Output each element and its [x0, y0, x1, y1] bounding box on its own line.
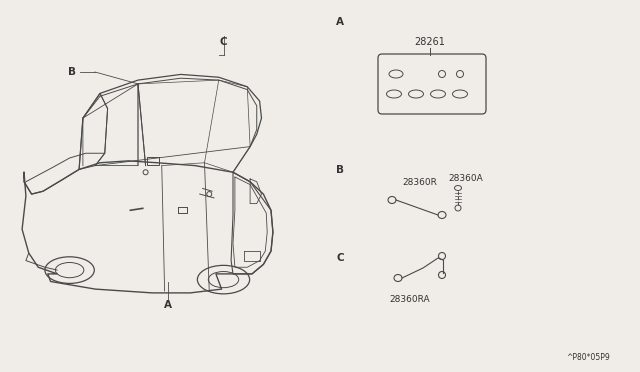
Text: 28360A: 28360A [448, 173, 483, 183]
Text: ^P80*05P9: ^P80*05P9 [566, 353, 610, 362]
Text: 28261: 28261 [415, 37, 445, 47]
Text: 28360RA: 28360RA [390, 295, 430, 305]
Text: B: B [68, 67, 76, 77]
Text: C: C [220, 37, 228, 47]
Text: C: C [336, 253, 344, 263]
Text: B: B [336, 165, 344, 175]
Bar [147, 157, 159, 165]
Text: A: A [163, 300, 172, 310]
Text: 28360R: 28360R [402, 177, 437, 186]
Text: A: A [336, 17, 344, 27]
